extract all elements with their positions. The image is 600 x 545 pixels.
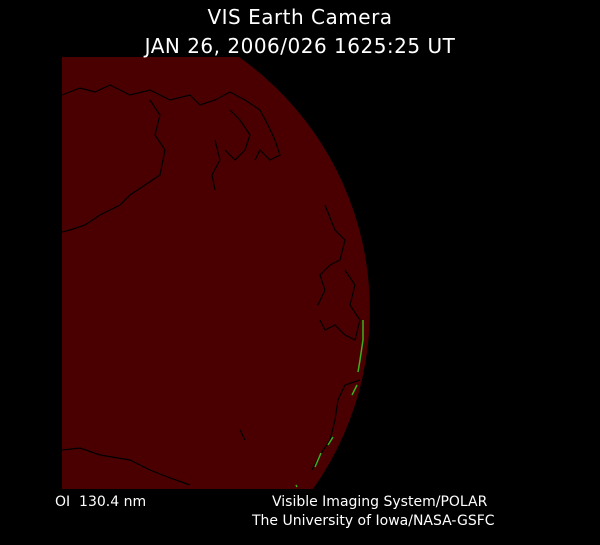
observation-timestamp: JAN 26, 2006/026 1625:25 UT [144,34,456,58]
instrument-label: Visible Imaging System/POLAR [272,494,488,510]
camera-title: VIS Earth Camera [207,5,393,29]
earth-disk [62,57,370,489]
wavelength-label: OI 130.4 nm [55,494,147,510]
coastlines [61,84,361,486]
institution-label: The University of Iowa/NASA-GSFC [252,513,495,529]
aurora-oval [295,320,364,488]
